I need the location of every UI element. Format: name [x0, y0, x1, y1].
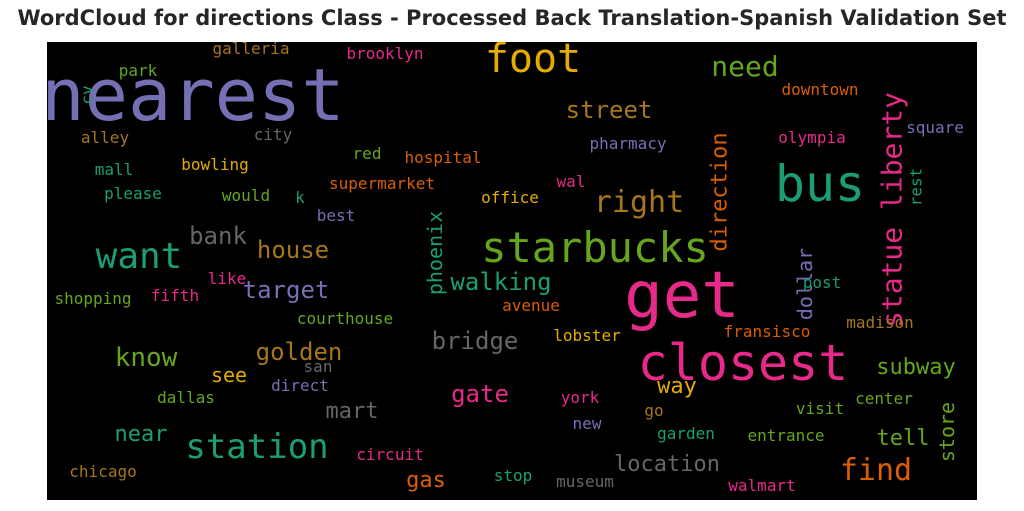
word-find: find — [840, 453, 912, 488]
word-k: k — [295, 188, 305, 207]
word-street: street — [566, 96, 653, 124]
word-gas: gas — [406, 468, 446, 493]
word-bowling: bowling — [181, 155, 248, 174]
word-would: would — [222, 186, 270, 205]
word-center: center — [855, 389, 913, 408]
word-olympia: olympia — [778, 128, 845, 147]
word-lobster: lobster — [553, 326, 621, 345]
word-madison: madison — [846, 313, 913, 332]
word-red: red — [353, 144, 382, 163]
word-need: need — [711, 50, 778, 83]
word-fransisco: fransisco — [724, 322, 811, 341]
word-bridge: bridge — [432, 327, 519, 355]
word-museum: museum — [556, 472, 614, 491]
word-closest: closest — [638, 334, 849, 392]
word-courthouse: courthouse — [297, 309, 393, 328]
word-walmart: walmart — [728, 476, 795, 495]
word-square: square — [906, 118, 964, 137]
word-wal: wal — [557, 172, 586, 191]
word-like: like — [208, 269, 247, 288]
word-near: near — [115, 422, 168, 447]
wordcloud-canvas: nearest get closest bus starbucks foot want sta… — [47, 42, 977, 500]
word-park: park — [119, 61, 158, 80]
word-mall: mall — [95, 160, 134, 179]
word-house: house — [257, 236, 329, 264]
word-gate: gate — [451, 380, 509, 408]
word-phoenix: phoenix — [423, 211, 447, 295]
word-galleria: galleria — [212, 42, 289, 58]
word-go: go — [644, 401, 663, 420]
word-location: location — [614, 452, 720, 477]
word-way: way — [657, 374, 697, 399]
word-see: see — [211, 363, 247, 387]
word-visit: visit — [796, 399, 844, 418]
word-circuit: circuit — [356, 445, 423, 464]
word-mart: mart — [326, 399, 379, 424]
word-avenue: avenue — [502, 296, 560, 315]
word-direction: direction — [708, 132, 733, 251]
word-nearest: nearest — [47, 53, 345, 137]
word-dollar: dollar — [793, 248, 817, 320]
word-best: best — [317, 206, 356, 225]
word-starbucks: starbucks — [481, 223, 709, 272]
word-post: post — [803, 273, 842, 292]
word-brooklyn: brooklyn — [346, 44, 423, 63]
word-foot: foot — [485, 42, 581, 82]
word-station: station — [185, 427, 328, 467]
word-cv: cv — [78, 85, 97, 104]
word-stop: stop — [494, 466, 533, 485]
word-statue-liberty: statue liberty — [876, 92, 909, 328]
word-chicago: chicago — [69, 462, 136, 481]
word-supermarket: supermarket — [329, 174, 435, 193]
word-right: right — [594, 185, 684, 220]
word-know: know — [115, 343, 178, 373]
word-city: city — [254, 125, 293, 144]
word-fifth: fifth — [151, 286, 199, 305]
word-direct: direct — [271, 376, 329, 395]
word-rest: rest — [907, 168, 926, 207]
word-hospital: hospital — [404, 148, 481, 167]
word-garden: garden — [657, 424, 715, 443]
word-new: new — [573, 414, 602, 433]
word-entrance: entrance — [747, 426, 824, 445]
word-pharmacy: pharmacy — [589, 134, 666, 153]
word-bank: bank — [189, 222, 247, 250]
word-want: want — [96, 236, 183, 277]
word-please: please — [104, 184, 162, 203]
word-walking: walking — [450, 268, 551, 296]
word-shopping: shopping — [54, 289, 131, 308]
word-office: office — [481, 188, 539, 207]
word-dallas: dallas — [157, 388, 215, 407]
word-bus: bus — [775, 155, 865, 213]
word-store: store — [935, 402, 959, 462]
word-subway: subway — [876, 355, 955, 380]
word-san: san — [304, 357, 333, 376]
word-get: get — [624, 259, 740, 333]
word-york: york — [561, 388, 600, 407]
word-downtown: downtown — [781, 80, 858, 99]
word-target: target — [243, 276, 330, 304]
chart-title: WordCloud for directions Class - Process… — [17, 6, 1007, 30]
word-tell: tell — [877, 426, 930, 451]
word-golden: golden — [256, 338, 343, 366]
word-alley: alley — [81, 128, 130, 147]
